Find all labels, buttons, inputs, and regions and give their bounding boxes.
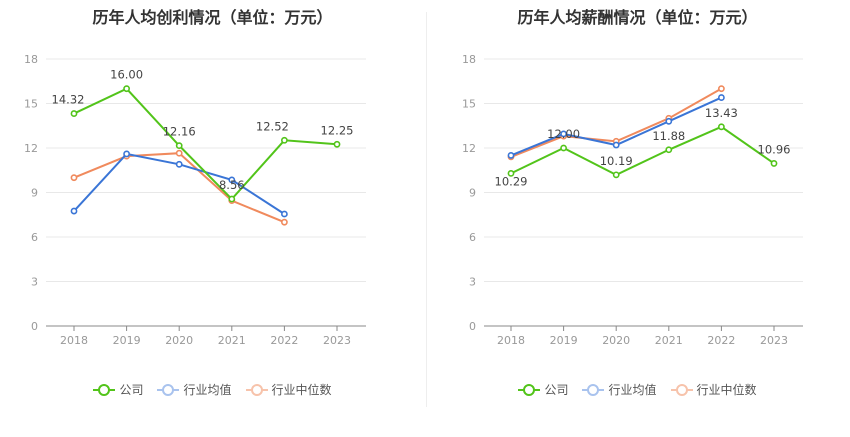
y-tick-label: 15 [462, 98, 476, 111]
data-point [280, 210, 288, 218]
data-point [70, 110, 78, 117]
data-point [175, 160, 183, 168]
data-label: 16.00 [110, 68, 143, 82]
series-line [73, 87, 338, 201]
data-point [280, 218, 288, 226]
y-tick-label: 9 [31, 187, 38, 200]
data-point [228, 195, 236, 203]
panel-divider [426, 12, 427, 407]
y-tick-label: 3 [469, 276, 476, 289]
line-marker-icon [670, 383, 693, 397]
x-tick-label: 2018 [60, 334, 88, 347]
x-tick-label: 2019 [113, 334, 141, 347]
data-label: 11.88 [652, 129, 685, 143]
x-tick-label: 2021 [655, 334, 683, 347]
data-point [717, 123, 725, 131]
data-point [507, 169, 515, 177]
line-marker-icon [93, 383, 116, 397]
data-label: 10.96 [758, 142, 791, 156]
salary-chart-panel: 历年人均薪酬情况（单位：万元） 0 3 6 9 12 15 18 2018 2019 2020 20… [425, 0, 850, 437]
legend-label: 行业均值 [183, 383, 232, 397]
data-point [333, 140, 341, 148]
chart-legend: 公司 行业均值 行业中位数 [425, 381, 850, 398]
data-point [507, 152, 515, 159]
data-point [123, 150, 130, 158]
line-marker-icon [582, 383, 605, 397]
line-marker-icon [518, 383, 541, 397]
data-label: 12.25 [321, 123, 354, 137]
y-tick-label: 15 [24, 98, 38, 111]
data-label: 10.19 [600, 154, 633, 168]
data-point [175, 142, 183, 150]
line-marker-icon [157, 383, 180, 397]
legend-company[interactable]: 公司 [93, 381, 143, 398]
legend-company[interactable]: 公司 [518, 381, 568, 398]
data-label: 12.52 [256, 119, 289, 133]
legend-label: 公司 [119, 383, 144, 397]
data-point [560, 144, 567, 152]
data-label: 10.29 [495, 174, 528, 188]
legend-label: 行业均值 [608, 383, 657, 397]
legend-industry-avg[interactable]: 行业均值 [582, 381, 657, 398]
profit-chart: 0 3 6 9 12 15 18 2018 2019 2020 2021 2022 2023 14.32 1… [24, 53, 366, 347]
x-tick-label: 2020 [602, 334, 630, 347]
salary-chart: 0 3 6 9 12 15 18 2018 2019 2020 2021 2022 2023 10.29 1… [462, 53, 803, 347]
x-tick-label: 2019 [550, 334, 578, 347]
data-point [717, 85, 725, 93]
data-label: 12.16 [163, 125, 196, 139]
y-tick-label: 18 [24, 53, 38, 66]
legend-industry-median[interactable]: 行业中位数 [245, 381, 332, 398]
data-point [612, 171, 620, 179]
x-tick-label: 2022 [270, 334, 298, 347]
x-tick-label: 2020 [165, 334, 193, 347]
data-point [228, 176, 236, 184]
legend-industry-avg[interactable]: 行业均值 [157, 381, 232, 398]
data-point [560, 130, 567, 138]
data-point [70, 174, 78, 182]
data-point [770, 160, 778, 167]
data-point [717, 94, 725, 101]
data-point [70, 207, 78, 215]
legend-label: 公司 [544, 383, 569, 397]
data-point [665, 117, 673, 125]
y-tick-label: 18 [462, 53, 476, 66]
y-tick-label: 0 [469, 320, 476, 333]
y-tick-label: 9 [469, 187, 476, 200]
y-tick-label: 0 [31, 320, 38, 333]
x-tick-label: 2022 [707, 334, 735, 347]
chart-title: 历年人均创利情况（单位：万元） [92, 8, 333, 27]
y-tick-label: 6 [31, 231, 38, 244]
x-tick-label: 2023 [760, 334, 788, 347]
x-tick-label: 2018 [497, 334, 525, 347]
data-point [665, 146, 673, 154]
chart-title: 历年人均薪酬情况（单位：万元） [517, 8, 758, 27]
legend-label: 行业中位数 [271, 383, 332, 397]
data-point [612, 141, 620, 149]
x-tick-label: 2021 [218, 334, 246, 347]
data-point [123, 85, 130, 93]
line-marker-icon [245, 383, 268, 397]
legend-label: 行业中位数 [696, 383, 757, 397]
data-point [175, 149, 183, 157]
data-label: 12.00 [547, 127, 580, 141]
y-tick-label: 3 [31, 276, 38, 289]
chart-legend: 公司 行业均值 行业中位数 [0, 381, 425, 398]
y-tick-label: 12 [24, 142, 38, 155]
y-tick-label: 12 [462, 142, 476, 155]
y-tick-label: 6 [469, 231, 476, 244]
x-tick-label: 2023 [323, 334, 351, 347]
profit-chart-panel: 历年人均创利情况（单位：万元） 0 3 6 9 12 15 18 2018 2019 2020 20… [0, 8, 425, 398]
data-point [280, 136, 288, 144]
data-label: 8.56 [219, 178, 245, 192]
series-line [510, 125, 775, 176]
data-label: 13.43 [705, 106, 738, 120]
legend-industry-median[interactable]: 行业中位数 [670, 381, 757, 398]
data-label: 14.32 [52, 93, 85, 107]
